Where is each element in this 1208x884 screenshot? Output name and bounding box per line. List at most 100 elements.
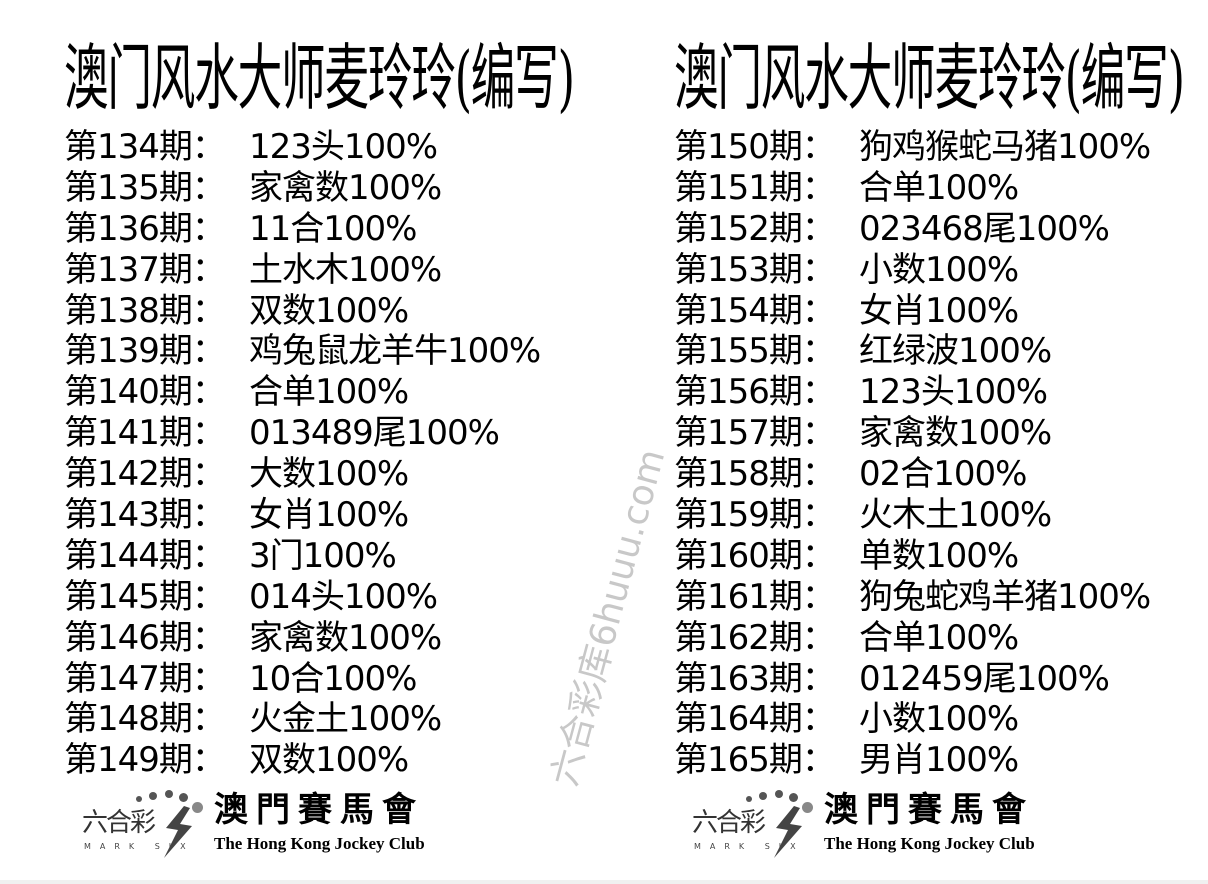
period-label: 第163期：: [674, 658, 836, 699]
period-label: 第152期：: [674, 208, 836, 249]
prediction-list: 第150期： 狗鸡猴蛇马猪100% 第151期： 合单100% 第152期： 023468…: [674, 127, 1151, 781]
list-item: 第148期： 火金土100%: [64, 699, 540, 740]
prediction-value: 双数100%: [249, 290, 409, 331]
list-item: 第159期： 火木土100%: [674, 495, 1150, 536]
list-item: 第146期： 家禽数100%: [64, 618, 540, 659]
list-item: 第153期： 小数100%: [674, 250, 1150, 291]
prediction-value: 火金土100%: [249, 699, 442, 740]
list-item: 第158期： 02合100%: [674, 454, 1150, 495]
list-item: 第145期： 014头100%: [64, 577, 540, 618]
prediction-value: 013489尾100%: [249, 413, 500, 454]
prediction-value: 合单100%: [859, 617, 1019, 658]
period-label: 第141期：: [64, 413, 226, 454]
period-label: 第137期：: [64, 249, 226, 290]
mark-six-logo-text: 六合彩: [82, 808, 156, 838]
prediction-value: 014头100%: [249, 576, 438, 617]
period-label: 第164期：: [674, 699, 836, 740]
prediction-value: 023468尾100%: [859, 208, 1110, 249]
period-label: 第139期：: [64, 331, 226, 372]
list-item: 第143期： 女肖100%: [64, 495, 540, 536]
prediction-value: 10合100%: [249, 658, 417, 699]
prediction-value: 单数100%: [859, 535, 1019, 576]
prediction-value: 012459尾100%: [859, 658, 1110, 699]
list-item: 第149期： 双数100%: [64, 740, 540, 781]
period-label: 第154期：: [674, 290, 836, 331]
list-item: 第142期： 大数100%: [64, 454, 540, 495]
prediction-value: 123头100%: [859, 372, 1048, 413]
period-label: 第149期：: [64, 740, 226, 781]
prediction-value: 合单100%: [859, 167, 1019, 208]
list-item: 第136期： 11合100%: [64, 209, 540, 250]
period-label: 第160期：: [674, 535, 836, 576]
list-item: 第147期： 10合100%: [64, 659, 540, 700]
period-label: 第159期：: [674, 495, 836, 536]
period-label: 第153期：: [674, 249, 836, 290]
period-label: 第155期：: [674, 331, 836, 372]
mark-six-logo-text: 六合彩: [692, 808, 766, 838]
period-label: 第161期：: [674, 576, 836, 617]
lightning-icon: [774, 806, 802, 858]
period-label: 第157期：: [674, 413, 836, 454]
prediction-value: 狗兔蛇鸡羊猪100%: [859, 576, 1151, 617]
mark-six-label: MARK SIX: [694, 842, 805, 851]
prediction-value: 3门100%: [249, 535, 397, 576]
period-label: 第140期：: [64, 372, 226, 413]
club-name-chinese: 澳門賽馬會: [214, 790, 424, 830]
prediction-value: 家禽数100%: [249, 167, 442, 208]
list-item: 第140期： 合单100%: [64, 372, 540, 413]
list-item: 第163期： 012459尾100%: [674, 659, 1150, 700]
list-item: 第141期： 013489尾100%: [64, 413, 540, 454]
prediction-value: 土水木100%: [249, 249, 442, 290]
period-label: 第158期：: [674, 454, 836, 495]
column-title: 澳门风水大师麦玲玲(编写): [64, 36, 575, 120]
mark-six-label: MARK SIX: [84, 842, 195, 851]
list-item: 第135期： 家禽数100%: [64, 168, 540, 209]
period-label: 第146期：: [64, 617, 226, 658]
list-item: 第154期： 女肖100%: [674, 291, 1150, 332]
period-label: 第162期：: [674, 617, 836, 658]
prediction-value: 男肖100%: [859, 740, 1019, 781]
prediction-value: 火木土100%: [859, 495, 1052, 536]
prediction-value: 123头100%: [249, 127, 438, 167]
divider: [0, 880, 1208, 884]
prediction-value: 家禽数100%: [859, 413, 1052, 454]
club-name-chinese: 澳門賽馬會: [824, 790, 1034, 830]
prediction-value: 双数100%: [249, 740, 409, 781]
prediction-value: 大数100%: [249, 454, 409, 495]
prediction-value: 狗鸡猴蛇马猪100%: [859, 127, 1151, 167]
period-label: 第144期：: [64, 535, 226, 576]
list-item: 第162期： 合单100%: [674, 618, 1150, 659]
period-label: 第138期：: [64, 290, 226, 331]
period-label: 第143期：: [64, 495, 226, 536]
period-label: 第142期：: [64, 454, 226, 495]
list-item: 第160期： 单数100%: [674, 536, 1150, 577]
prediction-value: 11合100%: [249, 208, 417, 249]
jockey-club-logo: 六合彩 MARK SIX 澳門賽馬會 The Hong Kong Jockey …: [684, 790, 1124, 860]
prediction-value: 家禽数100%: [249, 617, 442, 658]
prediction-value: 合单100%: [249, 372, 409, 413]
list-item: 第164期： 小数100%: [674, 699, 1150, 740]
period-label: 第147期：: [64, 658, 226, 699]
list-item: 第138期： 双数100%: [64, 291, 540, 332]
list-item: 第134期： 123头100%: [64, 127, 540, 168]
list-item: 第155期： 红绿波100%: [674, 331, 1150, 372]
prediction-value: 02合100%: [859, 454, 1027, 495]
period-label: 第165期：: [674, 740, 836, 781]
period-label: 第135期：: [64, 167, 226, 208]
club-name-english: The Hong Kong Jockey Club: [824, 834, 1035, 853]
list-item: 第137期： 土水木100%: [64, 250, 540, 291]
prediction-value: 女肖100%: [859, 290, 1019, 331]
period-label: 第151期：: [674, 167, 836, 208]
lightning-icon: [164, 806, 192, 858]
list-item: 第161期： 狗兔蛇鸡羊猪100%: [674, 576, 1151, 618]
period-label: 第145期：: [64, 576, 226, 617]
period-label: 第134期：: [64, 127, 226, 167]
list-item: 第152期： 023468尾100%: [674, 209, 1150, 250]
list-item: 第150期： 狗鸡猴蛇马猪100%: [674, 127, 1151, 168]
period-label: 第148期：: [64, 699, 226, 740]
list-item: 第165期： 男肖100%: [674, 740, 1150, 781]
list-item: 第144期： 3门100%: [64, 536, 540, 577]
club-name-english: The Hong Kong Jockey Club: [214, 834, 425, 853]
prediction-value: 小数100%: [859, 249, 1019, 290]
list-item: 第139期： 鸡兔鼠龙羊牛100%: [64, 331, 541, 372]
